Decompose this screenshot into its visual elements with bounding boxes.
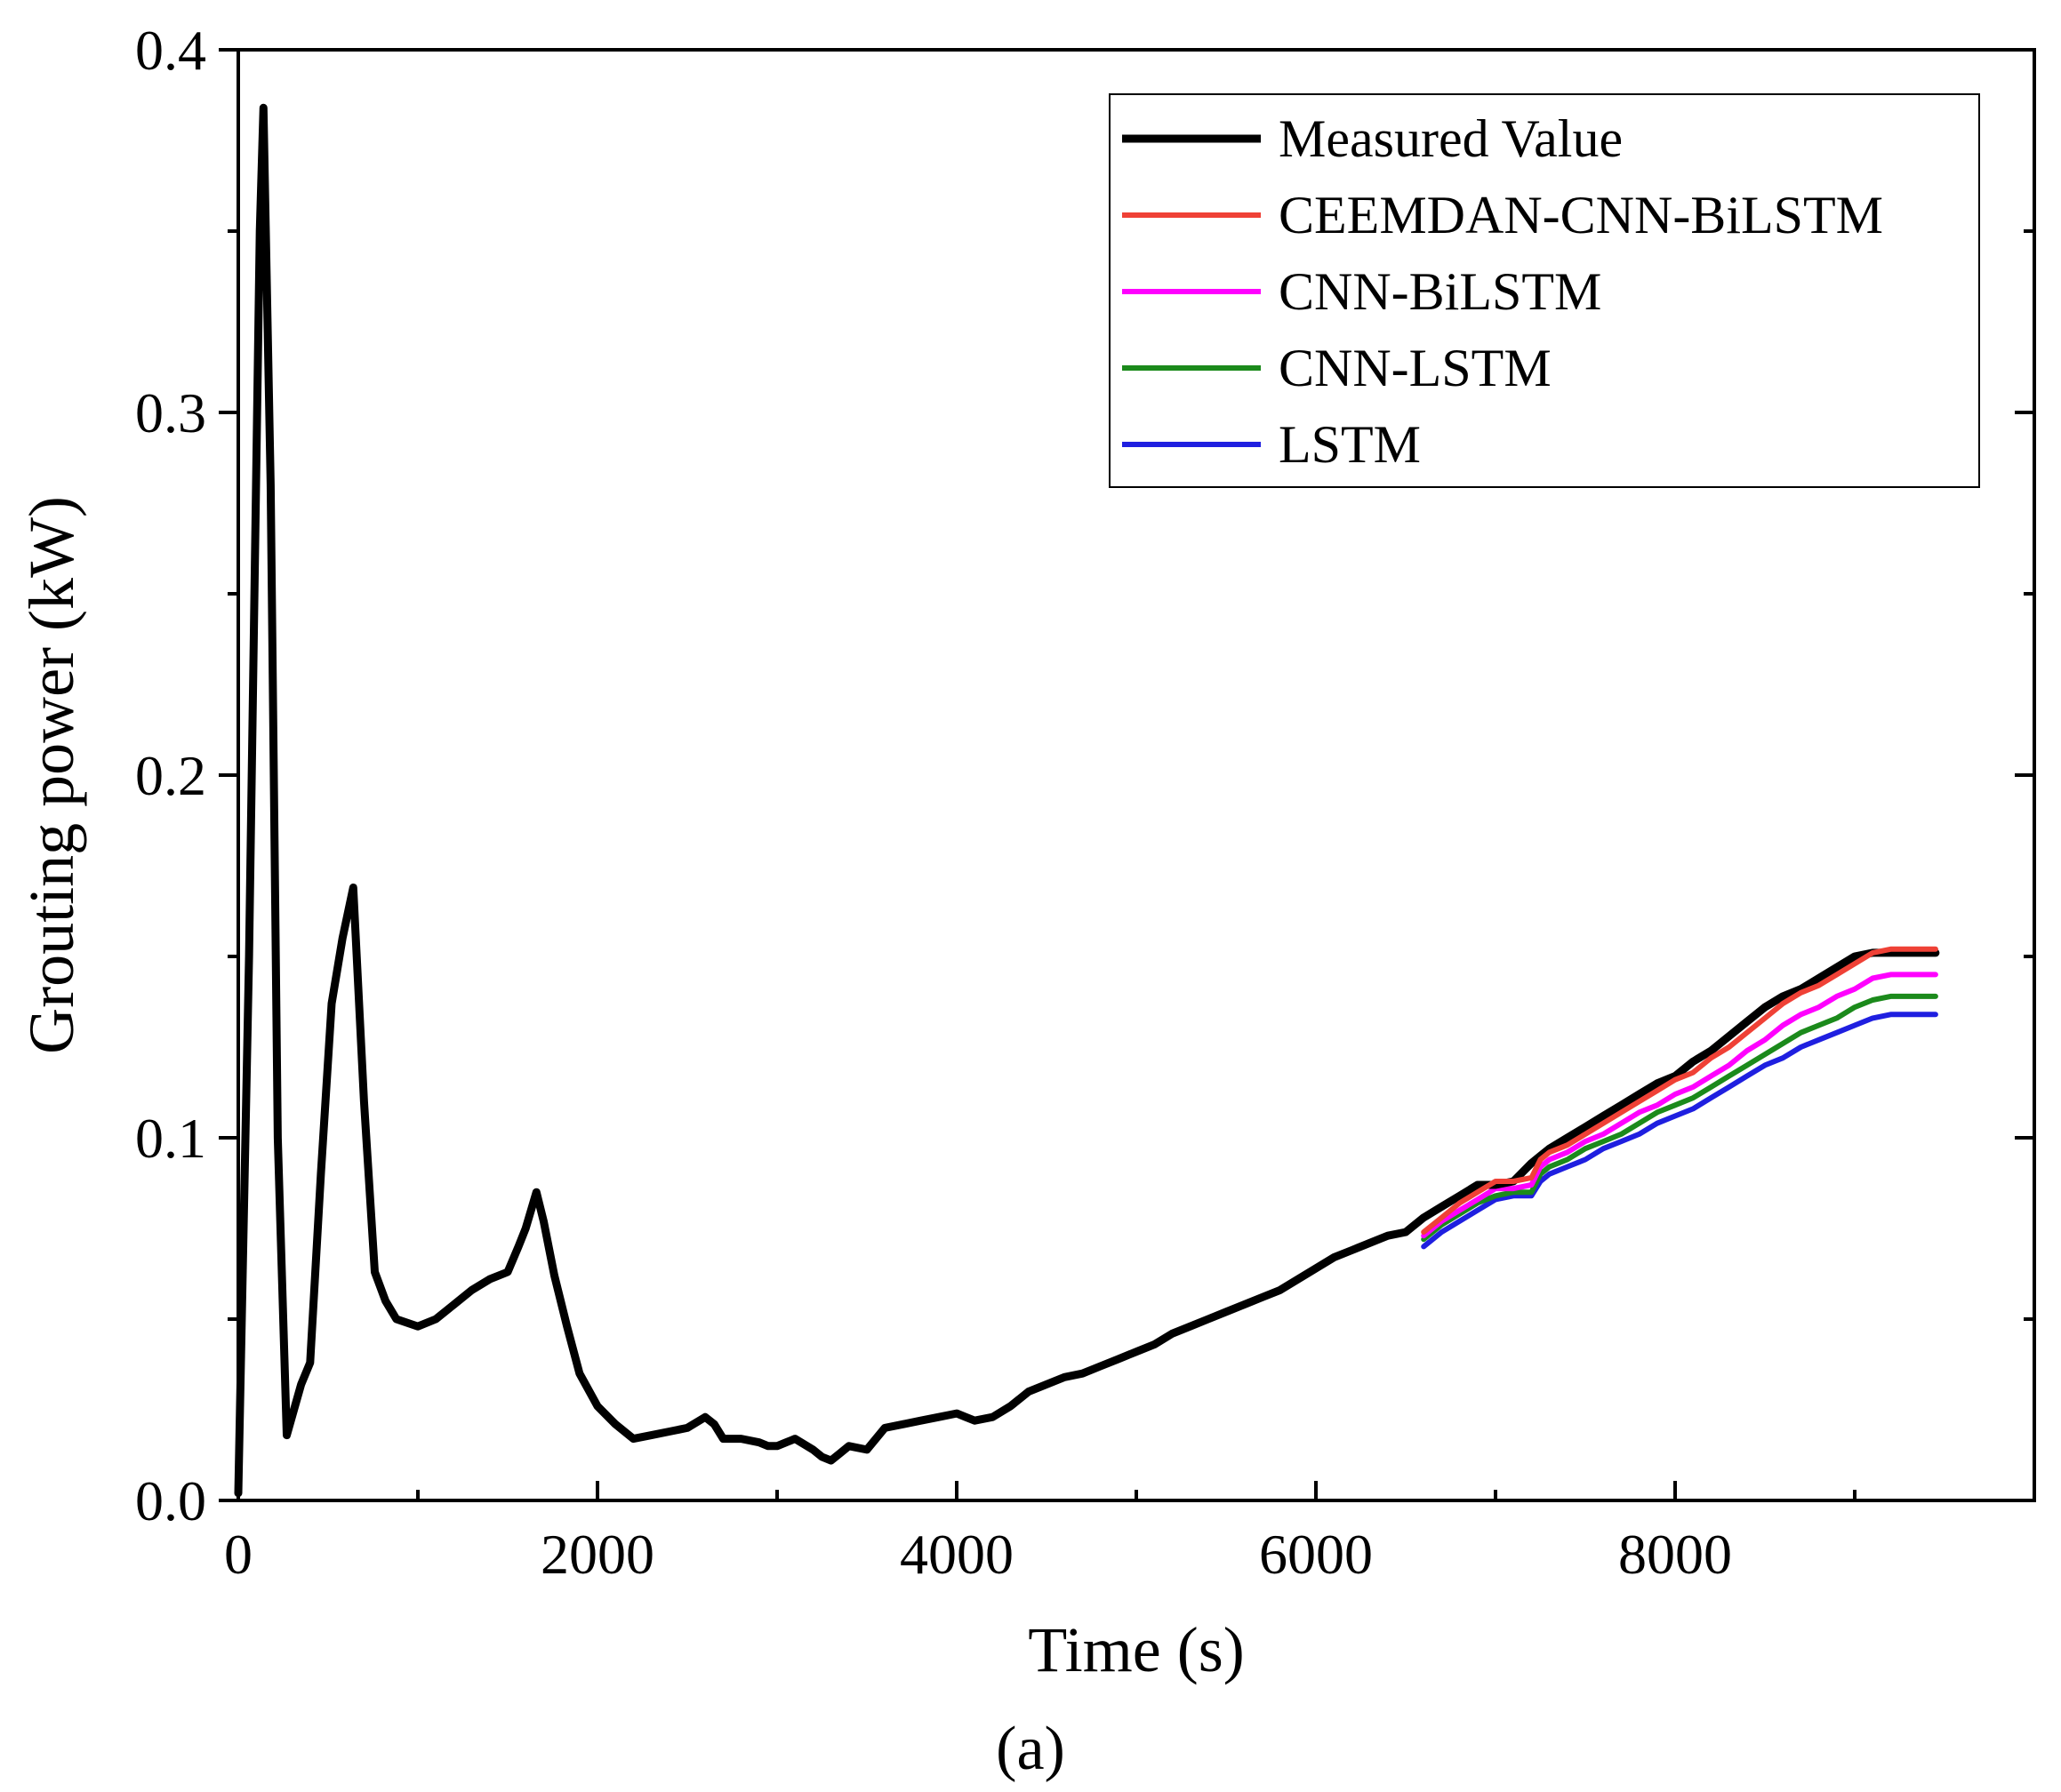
axis-ticks: [219, 48, 2034, 1502]
legend-label: CEEMDAN-CNN-BiLSTM: [1279, 186, 1883, 244]
y-tick-label: 0.2: [135, 744, 206, 807]
legend-label: LSTM: [1279, 415, 1421, 474]
series-layer: [234, 103, 1940, 1498]
x-tick-label: 2000: [541, 1523, 654, 1586]
y-tick-label: 0.0: [135, 1469, 206, 1532]
series-line-cnn-lstm: [1421, 993, 1938, 1243]
legend: Measured Value CEEMDAN-CNN-BiLSTM CNN-BiLS…: [1109, 93, 1980, 488]
legend-label: CNN-BiLSTM: [1279, 262, 1601, 321]
x-tick-label: 8000: [1618, 1523, 1732, 1586]
x-tick-label: 6000: [1259, 1523, 1373, 1586]
y-tick-label: 0.1: [135, 1107, 206, 1170]
tick-labels: 0 2000 4000 6000 8000 0.0 0.1 0.2 0.3 0.4: [135, 19, 1732, 1586]
series-line-cnn-bilstm: [1421, 972, 1938, 1239]
x-axis-title: Time (s): [1028, 1614, 1244, 1685]
y-tick-label: 0.4: [135, 19, 206, 82]
y-axis-title: Grouting power (kW): [16, 496, 87, 1054]
y-tick-label: 0.3: [135, 381, 206, 444]
figure-caption: (a): [996, 1715, 1065, 1783]
series-line-ceemdan-cnn-bilstm: [1421, 946, 1938, 1236]
legend-label: Measured Value: [1279, 109, 1623, 168]
series-line-measured-value: [234, 103, 1940, 1498]
legend-label: CNN-LSTM: [1279, 339, 1552, 397]
x-tick-label: 0: [224, 1523, 253, 1586]
x-tick-label: 4000: [900, 1523, 1014, 1586]
series-line-lstm: [1421, 1012, 1938, 1250]
